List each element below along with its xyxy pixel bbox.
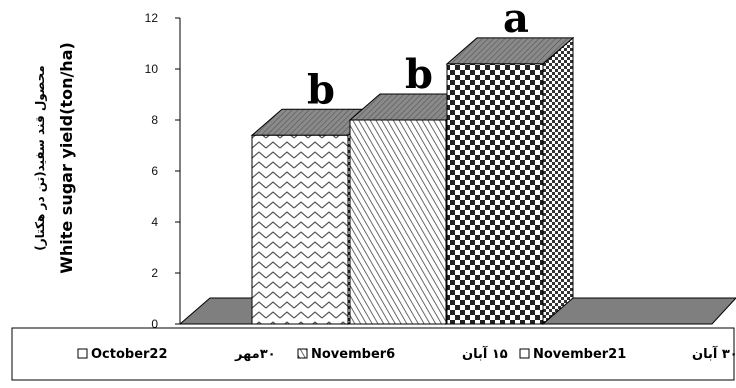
legend-label-en: November21: [533, 347, 626, 362]
legend-label-fa: ۳۰ آبان: [692, 345, 736, 362]
y-axis-label-fa: محصول قند سفید(تن در هکتار): [33, 65, 48, 250]
y-tick-label: 8: [151, 113, 158, 127]
bars: [250, 36, 575, 326]
legend-item-november6: November6 ۱۵ آبان: [297, 345, 508, 362]
bar-front: [251, 134, 349, 325]
legend-label-en: November6: [311, 347, 395, 362]
significance-letter: b: [405, 51, 433, 98]
legend-swatch-checker: [519, 348, 530, 359]
bar-front: [349, 119, 447, 325]
y-axis-label-en: White sugar yield(ton/ha): [57, 42, 76, 274]
legend-label-en: October22: [91, 347, 168, 362]
significance-letter: a: [503, 0, 529, 42]
y-tick-label: 6: [151, 164, 158, 178]
y-tick-label: 2: [151, 266, 158, 280]
y-tick-label: 10: [145, 62, 159, 76]
bar-side: [542, 36, 574, 326]
y-tick-label: 4: [151, 215, 158, 229]
legend-item-november21: November21 ۳۰ آبان: [519, 345, 736, 362]
legend-swatch-diagonal: [297, 348, 308, 359]
y-tick-label: 0: [151, 317, 158, 331]
legend-label-fa: ۳۰مهر: [234, 347, 276, 362]
legend: October22 ۳۰مهر November6 ۱۵ آبان Novemb…: [77, 345, 736, 362]
legend-item-october22: October22 ۳۰مهر: [77, 347, 276, 362]
significance-letter: b: [307, 66, 335, 113]
bar-3: [445, 36, 575, 326]
bar-front: [446, 63, 544, 325]
y-ticks: 0 2 4 6 8 10 12: [145, 11, 180, 331]
legend-swatch-zigzag: [77, 348, 88, 359]
y-tick-label: 12: [145, 11, 159, 25]
legend-label-fa: ۱۵ آبان: [462, 345, 508, 362]
significance-letters: b b a: [307, 0, 529, 113]
legend-box: [11, 327, 735, 381]
